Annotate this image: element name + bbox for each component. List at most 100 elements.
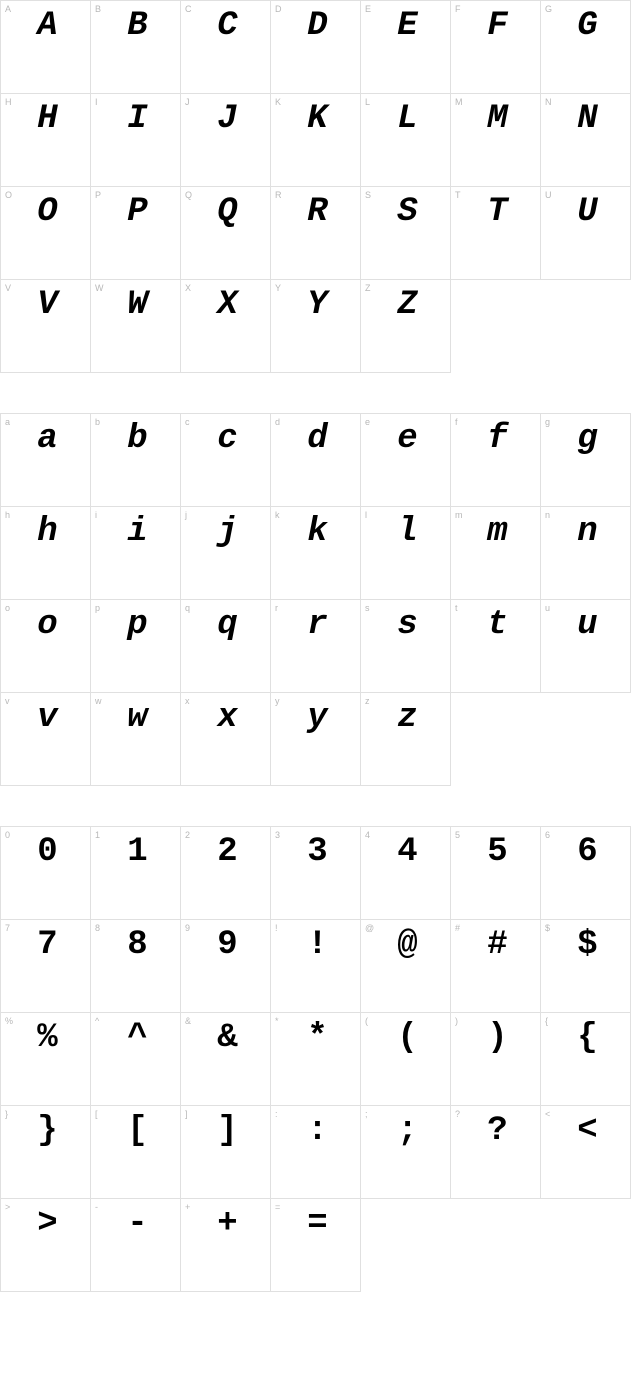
glyph-cell: (( xyxy=(361,1013,451,1106)
glyph-cell: ff xyxy=(451,414,541,507)
glyph-cell-glyph: i xyxy=(91,515,174,549)
glyph-grid-partial: vvwwxxyyzz xyxy=(0,693,451,786)
glyph-cell-glyph: Z xyxy=(361,288,444,322)
glyph-cell-glyph: q xyxy=(181,608,264,642)
glyph-cell: ++ xyxy=(181,1199,271,1292)
glyph-cell: -- xyxy=(91,1199,181,1292)
glyph-cell: BB xyxy=(91,1,181,94)
glyph-cell: tt xyxy=(451,600,541,693)
glyph-cell: OO xyxy=(1,187,91,280)
glyph-cell-glyph: > xyxy=(1,1207,84,1241)
glyph-cell-glyph: A xyxy=(1,9,84,43)
glyph-cell: ;; xyxy=(361,1106,451,1199)
glyph-cell-glyph: ) xyxy=(451,1021,534,1055)
glyph-cell-glyph: x xyxy=(181,701,264,735)
glyph-cell: aa xyxy=(1,414,91,507)
glyph-cell: jj xyxy=(181,507,271,600)
glyph-cell: NN xyxy=(541,94,631,187)
glyph-cell: yy xyxy=(271,693,361,786)
glyph-cell-glyph: = xyxy=(271,1207,354,1241)
glyph-cell: %% xyxy=(1,1013,91,1106)
glyph-cell: QQ xyxy=(181,187,271,280)
glyph-cell: ll xyxy=(361,507,451,600)
glyph-cell: 22 xyxy=(181,827,271,920)
glyph-cell-glyph: v xyxy=(1,701,84,735)
glyph-cell: )) xyxy=(451,1013,541,1106)
glyph-cell-glyph: W xyxy=(91,288,174,322)
glyph-cell: ^^ xyxy=(91,1013,181,1106)
glyph-cell: gg xyxy=(541,414,631,507)
glyph-cell: ZZ xyxy=(361,280,451,373)
glyph-cell-glyph: $ xyxy=(541,928,624,962)
glyph-cell: nn xyxy=(541,507,631,600)
glyph-cell-glyph: y xyxy=(271,701,354,735)
glyph-cell-glyph: ( xyxy=(361,1021,444,1055)
glyph-cell: :: xyxy=(271,1106,361,1199)
glyph-cell: $$ xyxy=(541,920,631,1013)
glyph-cell: ii xyxy=(91,507,181,600)
glyph-cell-glyph: 9 xyxy=(181,928,264,962)
glyph-cell-glyph: 7 xyxy=(1,928,84,962)
glyph-cell: JJ xyxy=(181,94,271,187)
glyph-cell: UU xyxy=(541,187,631,280)
glyph-cell: 77 xyxy=(1,920,91,1013)
glyph-cell: kk xyxy=(271,507,361,600)
glyph-cell: [[ xyxy=(91,1106,181,1199)
glyph-cell: VV xyxy=(1,280,91,373)
glyph-cell: hh xyxy=(1,507,91,600)
glyph-cell: ** xyxy=(271,1013,361,1106)
glyph-cell: ## xyxy=(451,920,541,1013)
glyph-cell-glyph: Y xyxy=(271,288,354,322)
glyph-cell-glyph: U xyxy=(541,195,624,229)
glyph-cell: 99 xyxy=(181,920,271,1013)
font-specimen-chart: AABBCCDDEEFFGGHHIIJJKKLLMMNNOOPPQQRRSSTT… xyxy=(0,0,640,1292)
glyph-cell: dd xyxy=(271,414,361,507)
glyph-cell: bb xyxy=(91,414,181,507)
glyph-cell-glyph: } xyxy=(1,1114,84,1148)
glyph-cell-glyph: J xyxy=(181,102,264,136)
glyph-cell: == xyxy=(271,1199,361,1292)
glyph-cell-glyph: j xyxy=(181,515,264,549)
glyph-cell-glyph: z xyxy=(361,701,444,735)
glyph-cell: KK xyxy=(271,94,361,187)
glyph-cell-glyph: 1 xyxy=(91,835,174,869)
glyph-cell: qq xyxy=(181,600,271,693)
glyph-cell-glyph: K xyxy=(271,102,354,136)
glyph-grid-partial: >>--++== xyxy=(0,1199,361,1292)
glyph-cell: LL xyxy=(361,94,451,187)
glyph-cell: >> xyxy=(1,1199,91,1292)
glyph-cell: ?? xyxy=(451,1106,541,1199)
glyph-cell: SS xyxy=(361,187,451,280)
glyph-cell-glyph: ? xyxy=(451,1114,534,1148)
glyph-cell-glyph: p xyxy=(91,608,174,642)
glyph-cell-glyph: ! xyxy=(271,928,354,962)
glyph-cell: !! xyxy=(271,920,361,1013)
glyph-cell-glyph: H xyxy=(1,102,84,136)
glyph-cell-glyph: n xyxy=(541,515,624,549)
glyph-cell: mm xyxy=(451,507,541,600)
glyph-cell-glyph: l xyxy=(361,515,444,549)
glyph-cell-glyph: { xyxy=(541,1021,624,1055)
glyph-cell-glyph: g xyxy=(541,422,624,456)
glyph-cell: uu xyxy=(541,600,631,693)
section-numbers-symbols: 00112233445566778899!!@@##$$%%^^&&**(())… xyxy=(0,826,640,1292)
glyph-cell-glyph: F xyxy=(451,9,534,43)
glyph-cell: rr xyxy=(271,600,361,693)
glyph-cell: oo xyxy=(1,600,91,693)
glyph-cell: @@ xyxy=(361,920,451,1013)
glyph-cell: 00 xyxy=(1,827,91,920)
glyph-cell: ww xyxy=(91,693,181,786)
glyph-cell-glyph: e xyxy=(361,422,444,456)
glyph-cell-glyph: t xyxy=(451,608,534,642)
glyph-cell-glyph: r xyxy=(271,608,354,642)
glyph-cell: ]] xyxy=(181,1106,271,1199)
glyph-cell-glyph: < xyxy=(541,1114,624,1148)
glyph-cell-glyph: % xyxy=(1,1021,84,1055)
glyph-cell-glyph: X xyxy=(181,288,264,322)
glyph-cell-glyph: M xyxy=(451,102,534,136)
glyph-grid: 00112233445566778899!!@@##$$%%^^&&**(())… xyxy=(0,826,631,1199)
glyph-cell: AA xyxy=(1,1,91,94)
glyph-cell-glyph: B xyxy=(91,9,174,43)
glyph-cell-glyph: D xyxy=(271,9,354,43)
glyph-cell: 33 xyxy=(271,827,361,920)
